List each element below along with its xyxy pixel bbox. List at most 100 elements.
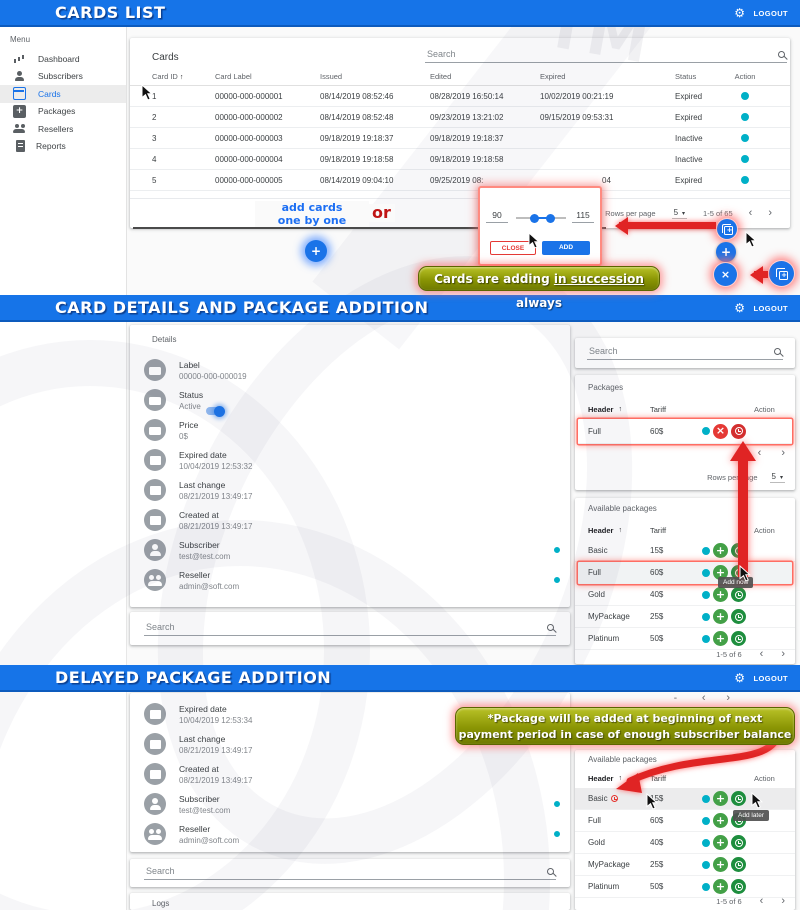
close-fab-button[interactable]: × bbox=[714, 263, 737, 286]
open-related-button[interactable] bbox=[554, 801, 560, 807]
add-later-button[interactable] bbox=[731, 609, 746, 624]
view-card-button[interactable] bbox=[741, 176, 749, 184]
add-single-card-button[interactable]: + bbox=[305, 240, 327, 262]
add-now-button[interactable] bbox=[713, 631, 728, 646]
available-package-row[interactable]: MyPackage 25$ bbox=[575, 606, 795, 628]
view-package-button[interactable] bbox=[702, 612, 710, 621]
add-now-button[interactable] bbox=[713, 609, 728, 624]
available-package-row[interactable]: Platinum 50$ bbox=[575, 876, 795, 898]
col-expired[interactable]: Expired bbox=[540, 72, 566, 81]
add-later-button[interactable] bbox=[731, 631, 746, 646]
sidebar-item[interactable]: Reports bbox=[0, 138, 126, 156]
view-card-button[interactable] bbox=[741, 92, 749, 100]
sidebar-item[interactable]: Cards bbox=[0, 85, 126, 103]
view-package-button[interactable] bbox=[702, 427, 710, 435]
fab-menu-button[interactable] bbox=[769, 261, 794, 286]
open-related-button[interactable] bbox=[554, 577, 560, 583]
next-page-icon[interactable]: › bbox=[768, 207, 772, 219]
view-package-button[interactable] bbox=[702, 634, 710, 643]
available-package-row[interactable]: Gold 40$ bbox=[575, 832, 795, 854]
available-package-row[interactable]: Basic 15$ bbox=[575, 540, 795, 562]
col-edited[interactable]: Edited bbox=[430, 72, 452, 81]
prev-page-icon[interactable]: ‹ bbox=[757, 447, 762, 459]
add-now-button[interactable] bbox=[713, 791, 728, 806]
rows-per-page-select[interactable]: 5 ▾ bbox=[671, 208, 688, 219]
view-package-button[interactable] bbox=[702, 794, 710, 803]
settings-gear-icon[interactable]: ⚙ bbox=[734, 6, 745, 20]
search-input[interactable]: Search bbox=[425, 46, 787, 63]
view-package-button[interactable] bbox=[702, 860, 710, 869]
next-page-icon[interactable]: › bbox=[726, 692, 730, 704]
search-input[interactable]: Search bbox=[144, 863, 556, 880]
col-issued[interactable]: Issued bbox=[320, 72, 343, 81]
range-min-input[interactable]: 90 bbox=[486, 210, 508, 223]
package-row[interactable]: Full 60$ bbox=[578, 419, 792, 444]
add-later-button[interactable] bbox=[731, 587, 746, 602]
add-later-button[interactable] bbox=[731, 791, 746, 806]
range-slider[interactable] bbox=[516, 213, 566, 223]
logout-button[interactable]: LOGOUT bbox=[753, 674, 788, 683]
status-toggle[interactable] bbox=[206, 405, 226, 417]
slider-handle-min[interactable] bbox=[530, 213, 539, 223]
add-later-button[interactable] bbox=[731, 857, 746, 872]
card-row[interactable]: 2 00000-000-000002 08/14/2019 08:52:48 0… bbox=[130, 107, 790, 128]
sidebar-item[interactable]: Subscribers bbox=[0, 68, 126, 86]
sidebar-item[interactable]: Dashboard bbox=[0, 50, 126, 68]
available-package-row[interactable]: Basic 15$ bbox=[575, 788, 795, 810]
view-package-button[interactable] bbox=[702, 568, 710, 577]
prev-page-icon[interactable]: ‹ bbox=[748, 207, 753, 219]
available-package-row[interactable]: MyPackage 25$ bbox=[575, 854, 795, 876]
sidebar-item[interactable]: Resellers bbox=[0, 120, 126, 138]
view-card-button[interactable] bbox=[741, 134, 749, 142]
add-now-button[interactable] bbox=[713, 857, 728, 872]
settings-gear-icon[interactable]: ⚙ bbox=[734, 301, 745, 315]
settings-gear-icon[interactable]: ⚙ bbox=[734, 671, 745, 685]
open-related-button[interactable] bbox=[554, 547, 560, 553]
available-package-row[interactable]: Full 60$ bbox=[578, 562, 792, 584]
col-status[interactable]: Status bbox=[675, 72, 697, 81]
range-max-input[interactable]: 115 bbox=[572, 210, 594, 223]
card-row[interactable]: 4 00000-000-000004 09/18/2019 19:18:58 0… bbox=[130, 149, 790, 170]
prev-page-icon[interactable]: ‹ bbox=[701, 692, 706, 704]
logout-button[interactable]: LOGOUT bbox=[753, 9, 788, 18]
add-now-button[interactable] bbox=[713, 587, 728, 602]
add-now-button[interactable] bbox=[713, 835, 728, 850]
sidebar-item[interactable]: Packages bbox=[0, 103, 126, 121]
open-related-button[interactable] bbox=[554, 831, 560, 837]
col-header[interactable]: Header bbox=[588, 404, 614, 414]
rows-per-page-select[interactable]: 5 ▾ bbox=[769, 472, 785, 483]
view-package-button[interactable] bbox=[702, 590, 710, 599]
available-package-row[interactable]: Gold 40$ bbox=[575, 584, 795, 606]
sort-asc-icon[interactable]: ↑ bbox=[179, 74, 184, 81]
add-now-button[interactable] bbox=[713, 813, 728, 828]
col-header[interactable]: Header bbox=[588, 773, 614, 783]
prev-page-icon[interactable]: ‹ bbox=[759, 648, 764, 660]
add-card-fab[interactable]: + bbox=[716, 242, 736, 262]
logout-button[interactable]: LOGOUT bbox=[753, 304, 788, 313]
view-package-button[interactable] bbox=[702, 546, 710, 555]
view-card-button[interactable] bbox=[741, 155, 749, 163]
remove-now-button[interactable] bbox=[713, 423, 728, 439]
card-row[interactable]: 3 00000-000-000003 09/18/2019 19:18:37 0… bbox=[130, 128, 790, 149]
card-row[interactable]: 5 00000-000-000005 08/14/2019 09:04:10 0… bbox=[130, 170, 790, 191]
add-later-button[interactable] bbox=[731, 879, 746, 894]
search-input[interactable]: Search bbox=[144, 619, 556, 636]
view-package-button[interactable] bbox=[702, 882, 710, 891]
add-now-button[interactable] bbox=[713, 879, 728, 894]
add-later-button[interactable] bbox=[731, 835, 746, 850]
search-input[interactable]: Search bbox=[587, 343, 783, 360]
next-page-icon[interactable]: › bbox=[781, 447, 785, 459]
next-page-icon[interactable]: › bbox=[781, 648, 785, 660]
add-multiple-cards-button[interactable] bbox=[717, 219, 737, 239]
view-package-button[interactable] bbox=[702, 838, 710, 847]
view-card-button[interactable] bbox=[741, 113, 749, 121]
col-header[interactable]: Header bbox=[588, 525, 614, 535]
next-page-icon[interactable]: › bbox=[781, 895, 785, 907]
card-row[interactable]: 1 00000-000-000001 08/14/2019 08:52:46 0… bbox=[130, 86, 790, 107]
slider-handle-max[interactable] bbox=[546, 213, 555, 223]
available-package-row[interactable]: Platinum 50$ bbox=[575, 628, 795, 650]
add-now-button[interactable] bbox=[713, 543, 728, 558]
remove-later-button[interactable] bbox=[731, 423, 746, 439]
col-card-id[interactable]: Card ID bbox=[152, 72, 178, 81]
view-package-button[interactable] bbox=[702, 816, 710, 825]
